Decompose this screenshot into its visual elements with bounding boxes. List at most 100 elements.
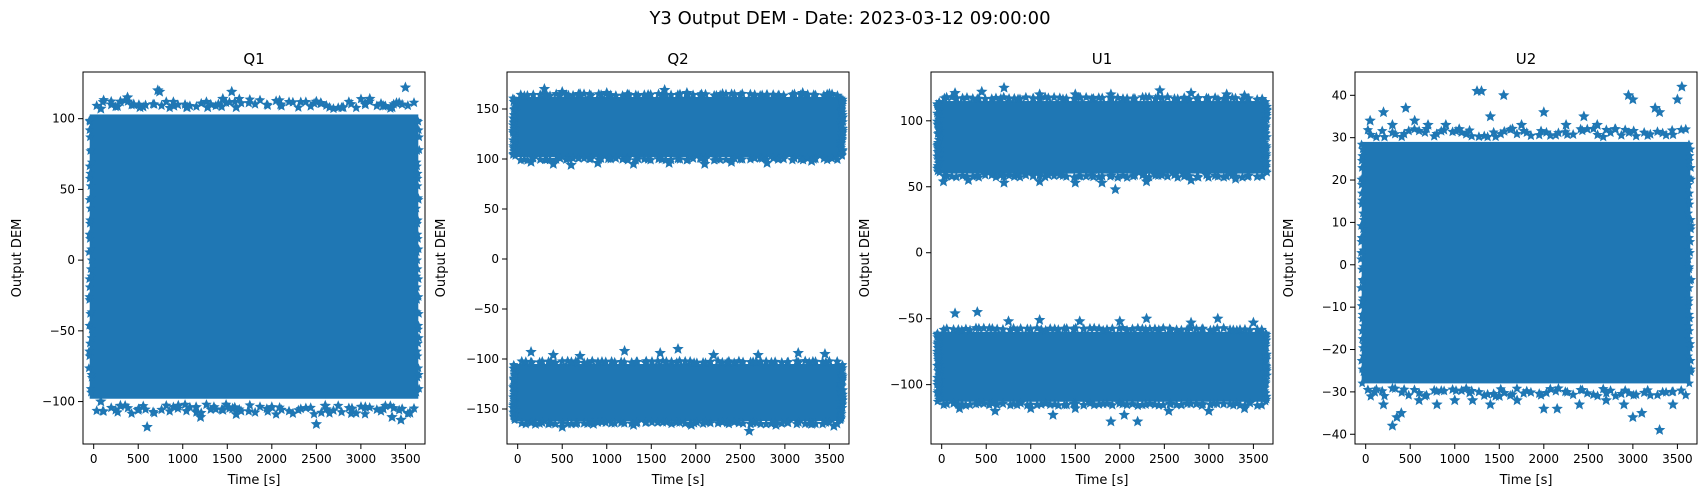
y-tick-label: 100 [52,112,75,126]
data-point [1005,324,1016,335]
data-point [835,386,846,396]
data-point [1078,399,1090,410]
outlier-point [1538,106,1550,118]
axes-frame [82,71,426,445]
data-point [164,405,175,416]
data-point [1371,131,1382,142]
data-point [964,324,976,335]
data-point [1667,129,1679,140]
data-point [508,407,518,417]
data-point [1197,398,1209,409]
data-point [355,93,367,104]
outlier-point [181,101,193,113]
data-point [1357,150,1367,160]
data-point [1511,128,1523,139]
data-point [1683,179,1694,189]
data-point [412,264,423,274]
outlier-point [172,399,184,411]
y-tick-label: 40 [1332,88,1347,102]
x-tick-label: 3500 [1238,452,1269,466]
data-point [1101,398,1113,409]
data-point [1357,144,1368,154]
data-point [755,418,766,429]
data-point [1043,92,1054,103]
data-point [1534,129,1545,140]
x-tick-label: 3500 [1662,452,1693,466]
data-point [1165,398,1176,409]
x-tick-label: 0 [514,452,522,466]
x-tick-label: 1500 [212,452,243,466]
y-tick-label: −10 [1322,300,1347,314]
outlier-point [1591,118,1603,130]
data-point [674,417,685,427]
data-point [1684,173,1695,183]
outlier-point [404,406,416,418]
data-point [632,90,644,101]
panel-u2: 0 500 1000 1500 2000 2500 3000 3500 −40 −30 −20 −10… [1282,50,1698,488]
data-point [810,89,821,100]
data-point [1357,293,1368,303]
y-tick-label: 50 [908,180,923,194]
x-tick-label: 2500 [1149,452,1180,466]
data-point [1078,323,1090,334]
outlier-point [538,83,551,94]
data-point [1243,170,1254,181]
data-point [554,152,566,163]
x-tick-label: 0 [938,452,946,466]
y-tick-label: −150 [466,402,499,416]
data-point [1355,282,1366,292]
data-point [1450,385,1462,396]
x-tick-label: 1000 [591,452,622,466]
x-tick-label: 500 [975,452,998,466]
data-point [1680,389,1691,400]
data-point [1356,355,1367,365]
outlier-point [132,404,144,415]
outlier-point [525,156,537,167]
outlier-point [1364,114,1376,126]
data-point [1158,322,1169,333]
figure-title: Y3 Output DEM - Date: 2023-03-12 09:00:0… [649,8,1051,29]
outlier-point [1440,118,1452,130]
outlier-point [574,350,586,361]
outlier-point [663,157,675,168]
data-point [836,93,846,103]
data-point [1686,355,1696,365]
data-point [1630,389,1642,400]
data-point [413,291,424,301]
y-tick-label: 0 [67,253,75,267]
data-point [1358,342,1368,352]
scatter-points [84,81,425,432]
data-point [600,356,611,367]
outlier-point [95,102,107,114]
x-tick-label: 500 [551,452,574,466]
data-point [1357,313,1368,323]
data-point [412,255,423,265]
data-point [85,132,95,142]
outlier-point [1069,88,1081,100]
data-point [412,229,423,239]
y-tick-label: 100 [476,152,499,166]
data-point [585,153,597,164]
data-point [1075,92,1086,103]
outlier-point [212,98,225,110]
outlier-point [1676,80,1688,92]
data-point [1686,224,1696,234]
data-point [1121,171,1133,182]
y-tick-label: −30 [1322,385,1347,399]
data-point [1686,214,1696,224]
outlier-point [1431,398,1443,410]
outlier-point [962,174,975,186]
data-point [1107,399,1118,410]
data-point [973,93,985,104]
data-point [412,218,423,228]
data-point [749,89,760,100]
data-point [674,153,686,164]
data-point [414,144,425,154]
data-point [776,356,787,367]
data-point [1357,378,1367,388]
x-axis-label: Time [s] [227,473,281,488]
outlier-point [1002,315,1015,327]
data-point [1358,173,1369,183]
data-point [1601,387,1612,398]
data-point [1106,93,1117,103]
